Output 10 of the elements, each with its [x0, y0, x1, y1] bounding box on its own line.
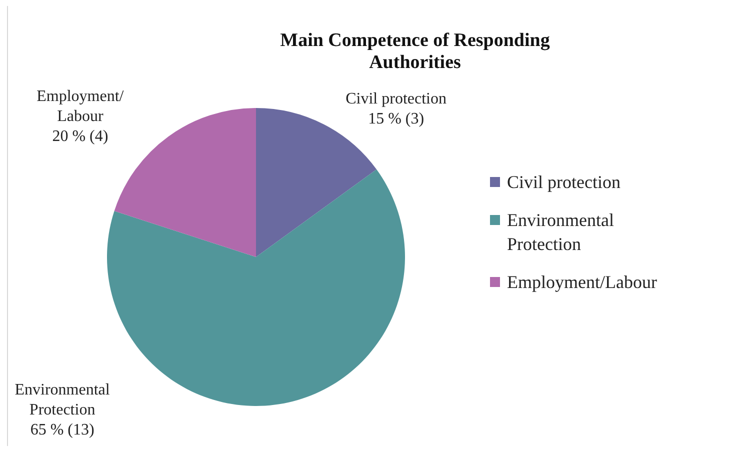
legend-label: Employment/Labour	[507, 271, 657, 294]
slice-label: Environmental Protection	[14, 382, 110, 419]
data-label: 65 % (13)	[30, 422, 94, 439]
data-label: 15 % (3)	[368, 110, 424, 128]
legend-label: Environmental Protection	[507, 209, 615, 256]
data-label: 20 % (4)	[52, 128, 108, 146]
chart-title: Main Competence of Responding Authorities	[279, 30, 551, 74]
legend-label: Civil protection	[507, 171, 620, 194]
slice-label: Employment/Labour	[36, 88, 124, 126]
slice-label: Civil protection	[346, 90, 446, 108]
